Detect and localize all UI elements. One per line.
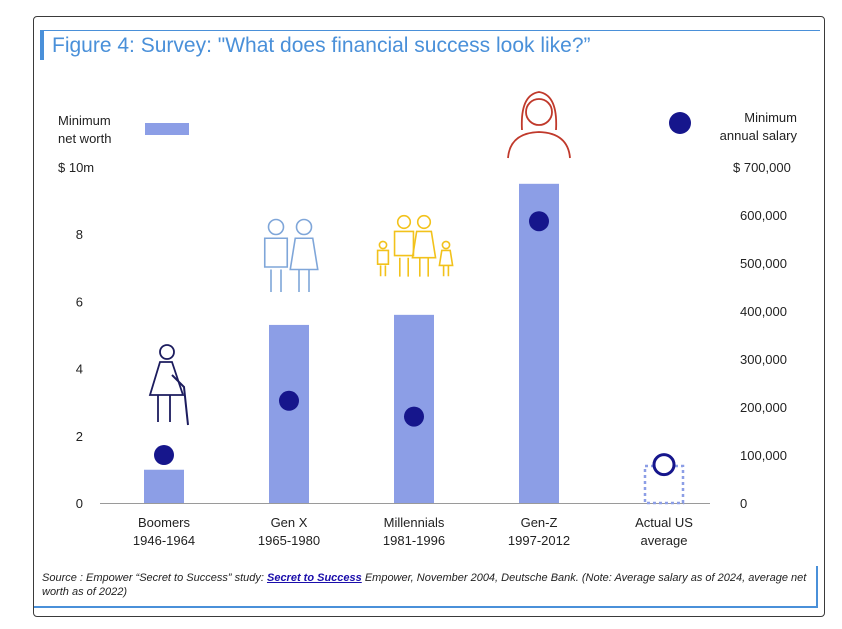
dot-salary (404, 406, 424, 427)
left-axis-unit: $ 10m (58, 160, 94, 175)
person-legs (399, 257, 409, 277)
right-tick-label: 300,000 (740, 352, 787, 367)
person-legs (298, 269, 310, 292)
person-head (396, 214, 412, 230)
right-axis-label-line2: annual salary (720, 128, 798, 143)
person-body (148, 361, 185, 396)
source-prefix: Source : Empower “Secret to Success” stu… (42, 572, 267, 584)
person-head (525, 98, 553, 126)
person-head (267, 218, 285, 236)
person-legs (419, 257, 429, 277)
person-head (295, 218, 313, 236)
category-years: 1946-1964 (133, 533, 195, 548)
person-body (289, 237, 319, 271)
right-tick-label: 200,000 (740, 400, 787, 415)
category-label: Gen-Z (521, 515, 558, 530)
person-body (263, 237, 289, 268)
right-tick-label: 400,000 (740, 304, 787, 319)
right-axis-label-line1: Minimum (744, 110, 797, 125)
person-legs (379, 265, 387, 277)
dot-salary (652, 453, 676, 477)
title-rule (40, 30, 820, 31)
person-body (376, 249, 390, 265)
legend-swatch-net-worth (145, 123, 189, 135)
category-label: Millennials (384, 515, 445, 530)
left-axis-label-line1: Minimum (58, 113, 111, 128)
right-axis-unit: $ 700,000 (733, 160, 791, 175)
category-years: 1997-2012 (508, 533, 570, 548)
person-legs (157, 395, 171, 422)
left-axis-label-line2: net worth (58, 131, 111, 146)
category-label: Boomers (138, 515, 191, 530)
family-icon (376, 214, 454, 277)
dot-salary (279, 390, 299, 411)
legend-dot-salary (669, 112, 691, 134)
person-body (411, 230, 437, 259)
person-head (159, 344, 175, 360)
couple-icon (263, 218, 319, 292)
person-legs (270, 269, 282, 292)
person-legs (442, 265, 450, 277)
person-head (378, 240, 388, 250)
right-tick-label: 0 (740, 496, 747, 511)
category-years: 1965-1980 (258, 533, 320, 548)
left-tick-label: 0 (76, 496, 83, 511)
person-body (393, 230, 415, 257)
footer-rule-vertical (816, 566, 818, 608)
source-link[interactable]: Secret to Success (266, 572, 362, 584)
category-label: Gen X (271, 515, 308, 530)
figure-title: Figure 4: Survey: "What does financial s… (52, 34, 591, 57)
bar-net-worth (269, 324, 309, 503)
bar-net-worth (144, 469, 184, 503)
left-tick-label: 2 (76, 429, 83, 444)
woman-icon (507, 91, 571, 159)
left-tick-label: 6 (76, 294, 83, 309)
footer-rule-horizontal (34, 606, 818, 608)
elderly-person-icon (148, 344, 189, 426)
person-body (438, 249, 454, 267)
category-years: average (641, 533, 688, 548)
category-years: 1981-1996 (383, 533, 445, 548)
right-tick-label: 500,000 (740, 256, 787, 271)
bar-net-worth (519, 183, 559, 504)
title-accent-bar (40, 30, 44, 60)
person-head (441, 240, 451, 250)
right-tick-label: 600,000 (740, 208, 787, 223)
cane (171, 374, 189, 426)
source-note: Source : Empower “Secret to Success” stu… (42, 571, 812, 599)
right-tick-label: 100,000 (740, 448, 787, 463)
left-tick-label: 8 (76, 227, 83, 242)
dot-salary (529, 211, 549, 232)
left-tick-label: 4 (76, 362, 83, 377)
hair (520, 91, 558, 131)
source-suffix: Empower, November 2004, Deutsche Bank. (… (42, 572, 807, 598)
person-head (416, 214, 432, 230)
category-label: Actual US (635, 515, 693, 530)
dot-salary (154, 445, 174, 465)
person-body (507, 131, 571, 159)
